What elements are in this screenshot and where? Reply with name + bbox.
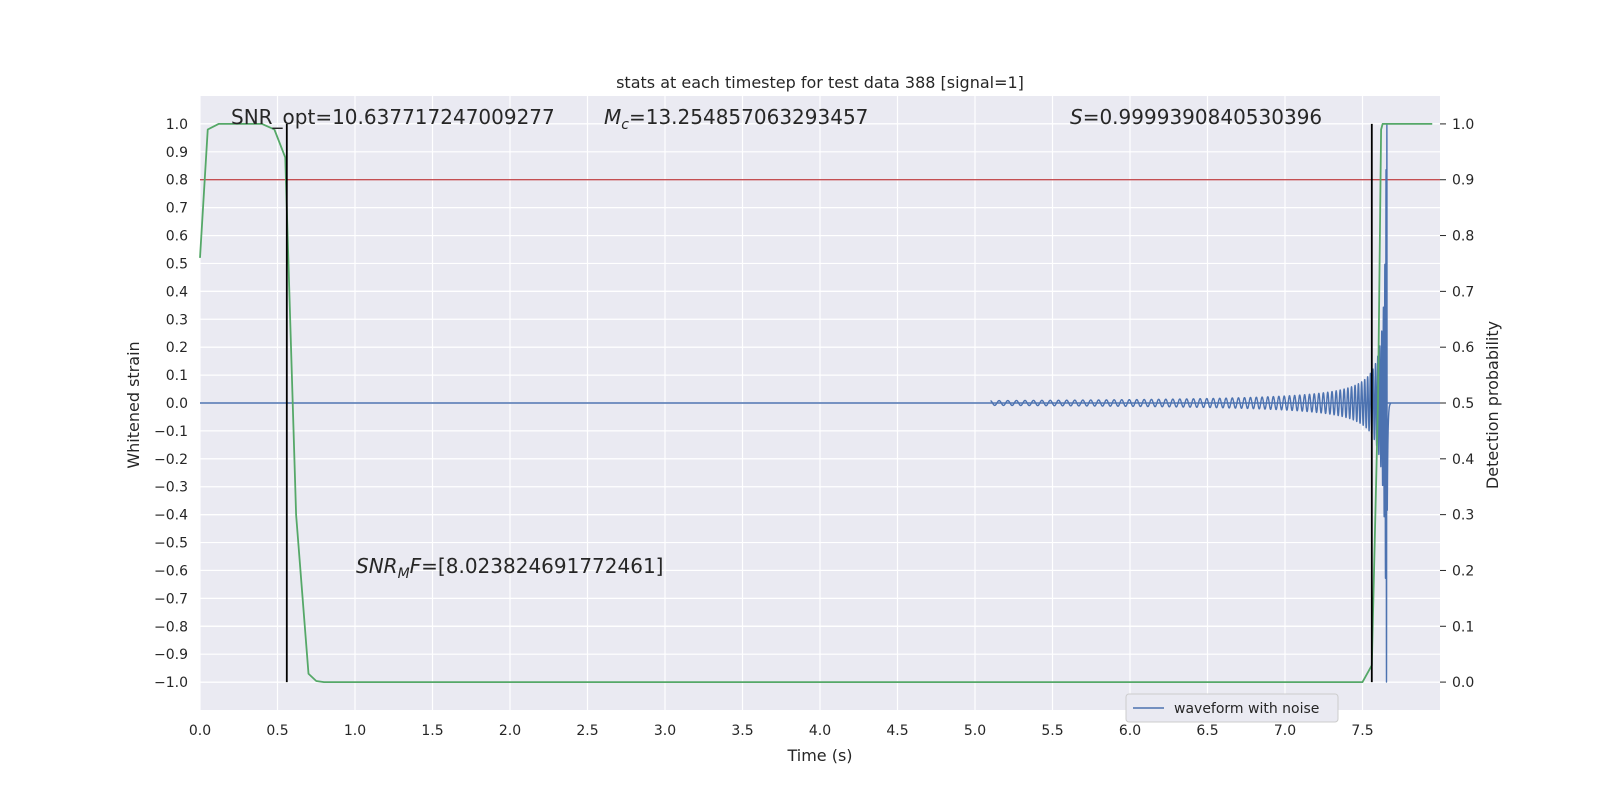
snr-mf-symbol: SNR xyxy=(356,554,398,578)
y-right-tick-label: 0.5 xyxy=(1452,396,1474,412)
y-left-tick-label: −0.1 xyxy=(154,424,188,440)
x-tick-label: 4.5 xyxy=(886,723,908,739)
y-right-axis-label: Detection probability xyxy=(1483,321,1502,489)
x-tick-label: 5.5 xyxy=(1041,723,1063,739)
y-left-tick-label: −0.7 xyxy=(154,591,188,607)
y-right-tick-label: 0.3 xyxy=(1452,508,1474,524)
y-left-tick-label: −0.3 xyxy=(154,480,188,496)
x-tick-label: 7.0 xyxy=(1274,723,1296,739)
x-tick-label: 5.0 xyxy=(964,723,986,739)
x-tick-label: 3.5 xyxy=(731,723,753,739)
y-left-tick-label: −0.9 xyxy=(154,647,188,663)
y-left-tick-label: −0.8 xyxy=(154,619,188,635)
y-left-tick-label: 0.3 xyxy=(166,312,188,328)
x-tick-label: 0.0 xyxy=(189,723,211,739)
y-right-tick-label: 0.1 xyxy=(1452,619,1474,635)
y-left-tick-label: 1.0 xyxy=(166,117,188,133)
y-left-tick-label: 0.2 xyxy=(166,340,188,356)
x-tick-label: 3.0 xyxy=(654,723,676,739)
snr-mf-f: F xyxy=(410,554,422,578)
y-left-tick-label: 0.9 xyxy=(166,145,188,161)
x-tick-label: 2.5 xyxy=(576,723,598,739)
y-left-axis-ticks: 1.0 0.9 0.8 0.7 0.6 0.5 0.4 0.3 0.2 0.1 0.0 −0.1 −0.… xyxy=(154,117,188,691)
chirp-mass-symbol: M xyxy=(604,105,621,129)
snr-mf-annotation: SNRMF=[8.023824691772461] xyxy=(356,554,664,582)
y-right-tick-label: 0.6 xyxy=(1452,340,1474,356)
x-tick-label: 4.0 xyxy=(809,723,831,739)
x-tick-label: 6.0 xyxy=(1119,723,1141,739)
y-left-tick-label: 0.5 xyxy=(166,256,188,272)
snr-opt-annotation: SNR_opt=10.637717247009277 xyxy=(231,105,555,129)
y-left-axis-label: Whitened strain xyxy=(124,341,143,468)
chirp-mass-value: =13.254857063293457 xyxy=(629,105,868,129)
y-right-axis-ticks: 1.0 0.9 0.8 0.7 0.6 0.5 0.4 0.3 0.2 0.1 0.0 xyxy=(1440,117,1474,691)
legend: waveform with noise xyxy=(1125,693,1339,723)
y-left-tick-label: −0.4 xyxy=(154,508,188,524)
snr-mf-subscript: M xyxy=(398,566,410,582)
x-tick-label: 7.5 xyxy=(1351,723,1373,739)
y-left-tick-label: −0.6 xyxy=(154,563,188,579)
y-left-tick-label: −0.2 xyxy=(154,452,188,468)
y-right-tick-label: 0.8 xyxy=(1452,229,1474,245)
y-right-tick-label: 0.4 xyxy=(1452,452,1474,468)
plot-content xyxy=(199,123,1440,683)
stat-s-annotation: S=0.9999390840530396 xyxy=(1070,105,1322,129)
x-tick-label: 0.5 xyxy=(266,723,288,739)
x-axis-ticks: 0.0 0.5 1.0 1.5 2.0 2.5 3.0 3.5 4.0 4.5 5.0 5.5 6.0 6… xyxy=(189,723,1374,739)
chirp-mass-subscript: c xyxy=(621,117,629,133)
y-right-tick-label: 0.2 xyxy=(1452,563,1474,579)
y-right-tick-label: 0.0 xyxy=(1452,675,1474,691)
stat-s-value: =0.9999390840530396 xyxy=(1083,105,1322,129)
x-tick-label: 6.5 xyxy=(1196,723,1218,739)
x-tick-label: 1.0 xyxy=(344,723,366,739)
y-left-tick-label: −0.5 xyxy=(154,536,188,552)
y-right-tick-label: 0.7 xyxy=(1452,284,1474,300)
y-right-tick-label: 1.0 xyxy=(1452,117,1474,133)
y-left-tick-label: 0.1 xyxy=(166,368,188,384)
y-left-tick-label: 0.4 xyxy=(166,284,188,300)
y-left-tick-label: 0.6 xyxy=(166,229,188,245)
stat-s-symbol: S xyxy=(1070,105,1083,129)
y-left-tick-label: 0.8 xyxy=(166,173,188,189)
legend-label-waveform: waveform with noise xyxy=(1174,701,1319,717)
y-left-tick-label: 0.0 xyxy=(166,396,188,412)
y-left-tick-label: −1.0 xyxy=(154,675,188,691)
chirp-mass-annotation: Mc=13.254857063293457 xyxy=(604,105,868,133)
y-right-tick-label: 0.9 xyxy=(1452,173,1474,189)
chart-title: stats at each timestep for test data 388… xyxy=(616,73,1024,92)
snr-mf-value: =[8.023824691772461] xyxy=(421,554,663,578)
x-tick-label: 1.5 xyxy=(421,723,443,739)
y-left-tick-label: 0.7 xyxy=(166,201,188,217)
x-tick-label: 2.0 xyxy=(499,723,521,739)
waveform-series-line xyxy=(989,123,1392,683)
legend-box xyxy=(1125,693,1339,723)
detection-probability-line xyxy=(199,123,1433,683)
x-axis-label: Time (s) xyxy=(786,746,852,765)
